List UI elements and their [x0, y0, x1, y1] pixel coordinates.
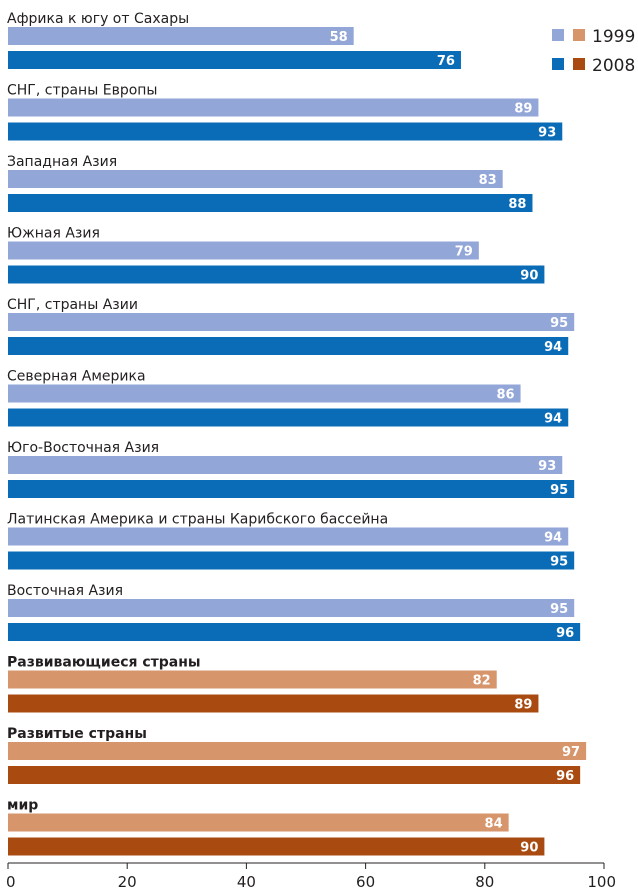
x-tick-label: 0: [6, 873, 16, 891]
x-tick-label: 20: [118, 873, 137, 891]
bar-1999: [8, 527, 569, 546]
category-group: Западная Азия 83 88: [7, 154, 533, 212]
bars-group: Африка к югу от Сахары 58 76 СНГ, страны Ев…: [7, 11, 587, 856]
category-label: Латинская Америка и страны Карибского ба…: [7, 512, 388, 528]
bar-1999: [8, 670, 497, 689]
bar-1999: [8, 313, 575, 331]
bar-2008: [8, 194, 533, 212]
legend-swatch-1999-regional: [552, 29, 564, 41]
bar-value-label: 90: [520, 841, 538, 856]
legend-swatch-2008-regional: [552, 58, 564, 70]
bar-2008: [8, 837, 545, 856]
category-label: СНГ, страны Азии: [7, 297, 138, 313]
bar-value-label: 89: [514, 102, 532, 117]
category-group: Южная Азия 79 90: [7, 226, 545, 284]
category-group: Развитые страны 97 96: [7, 726, 587, 784]
bar-1999: [8, 813, 509, 832]
category-group: СНГ, страны Европы 89 93: [7, 83, 563, 141]
bar-2008: [8, 551, 575, 570]
bar-value-label: 96: [556, 769, 574, 784]
legend: 1999 2008: [552, 27, 635, 76]
bar-1999: [8, 27, 354, 45]
bar-value-label: 58: [330, 30, 348, 45]
bar-value-label: 95: [550, 316, 568, 331]
bar-value-label: 89: [514, 698, 532, 713]
category-group: Развивающиеся страны 82 89: [7, 655, 539, 713]
category-label: Восточная Азия: [7, 583, 123, 599]
bar-value-label: 82: [473, 674, 491, 689]
category-label: Юго-Восточная Азия: [7, 440, 159, 456]
bar-value-label: 95: [550, 483, 568, 498]
x-axis: 0 20 40 60 80 100: [6, 862, 616, 891]
category-group: Восточная Азия 95 96: [7, 583, 581, 641]
bar-value-label: 94: [544, 531, 562, 546]
category-label: Развивающиеся страны: [7, 655, 201, 671]
bar-1999: [8, 384, 521, 403]
bar-value-label: 88: [508, 197, 526, 212]
bar-value-label: 96: [556, 626, 574, 641]
bar-value-label: 93: [538, 459, 556, 474]
x-tick-label: 100: [587, 873, 616, 891]
category-group: Латинская Америка и страны Карибского ба…: [7, 512, 575, 570]
bar-2008: [8, 694, 539, 713]
category-group: СНГ, страны Азии 95 94: [7, 297, 575, 355]
bar-2008: [8, 623, 581, 641]
bar-2008: [8, 51, 461, 69]
category-group: Юго-Восточная Азия 93 95: [7, 440, 575, 498]
bar-2008: [8, 480, 575, 498]
legend-label-2008: 2008: [592, 56, 635, 76]
category-label: СНГ, страны Европы: [7, 83, 157, 99]
bar-value-label: 83: [479, 173, 497, 188]
x-tick-label: 80: [475, 873, 494, 891]
category-label: мир: [7, 798, 38, 814]
category-label: Южная Азия: [7, 226, 100, 242]
bar-value-label: 94: [544, 412, 562, 427]
bar-1999: [8, 98, 539, 117]
bar-1999: [8, 599, 575, 617]
bar-2008: [8, 122, 563, 141]
category-label: Западная Азия: [7, 154, 117, 170]
category-group: Африка к югу от Сахары 58 76: [7, 11, 461, 69]
bar-value-label: 84: [485, 817, 503, 832]
bar-1999: [8, 742, 587, 760]
bar-2008: [8, 766, 581, 784]
x-tick-label: 60: [356, 873, 375, 891]
legend-swatch-1999-aggregate: [573, 29, 585, 41]
bar-2008: [8, 408, 569, 427]
category-group: мир 84 90: [7, 798, 545, 856]
bar-value-label: 86: [496, 388, 514, 403]
bar-value-label: 90: [520, 269, 538, 284]
bar-value-label: 95: [550, 602, 568, 617]
x-tick-label: 40: [237, 873, 256, 891]
legend-label-1999: 1999: [592, 27, 635, 47]
bar-1999: [8, 456, 563, 474]
bar-value-label: 76: [437, 54, 455, 69]
bar-value-label: 93: [538, 126, 556, 141]
bar-2008: [8, 265, 545, 284]
bar-value-label: 79: [455, 245, 473, 260]
bar-1999: [8, 170, 503, 188]
category-group: Северная Америка 86 94: [7, 369, 569, 427]
category-label: Развитые страны: [7, 726, 147, 742]
legend-swatch-2008-aggregate: [573, 58, 585, 70]
category-label: Африка к югу от Сахары: [7, 11, 189, 27]
bar-value-label: 95: [550, 555, 568, 570]
bar-2008: [8, 337, 569, 355]
bar-value-label: 94: [544, 340, 562, 355]
category-label: Северная Америка: [7, 369, 146, 385]
bar-1999: [8, 241, 479, 260]
bar-value-label: 97: [562, 745, 580, 760]
